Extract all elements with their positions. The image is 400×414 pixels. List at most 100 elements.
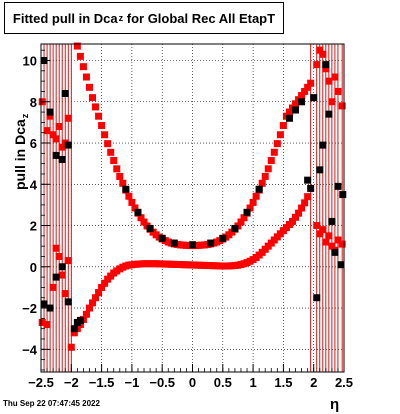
data-point — [64, 257, 72, 265]
x-tick-label: −2.5 — [28, 375, 54, 390]
data-point — [328, 217, 336, 225]
data-point — [52, 273, 60, 281]
data-point — [322, 61, 330, 69]
data-point — [319, 226, 327, 234]
data-point — [319, 141, 327, 149]
data-point — [237, 218, 245, 226]
y-tick-label: −2 — [22, 301, 37, 316]
chart-title: Fitted pull in Dca z for Global Rec All E… — [4, 2, 284, 34]
data-point — [101, 131, 109, 139]
data-point — [292, 100, 300, 108]
data-point — [304, 193, 312, 201]
data-point — [82, 310, 90, 318]
data-point — [298, 204, 306, 212]
data-point — [334, 236, 342, 244]
data-point — [58, 263, 66, 271]
data-point — [55, 252, 63, 260]
data-point — [316, 230, 324, 238]
data-point — [113, 165, 121, 173]
data-point — [313, 294, 321, 302]
data-point — [334, 182, 342, 190]
data-point — [128, 198, 136, 206]
chart-title-rest: for Global Rec All EtapT — [123, 10, 276, 26]
data-point — [316, 166, 324, 174]
data-point — [249, 198, 257, 206]
data-point — [40, 300, 48, 308]
data-point — [288, 217, 296, 225]
x-tick-label: −2 — [64, 375, 79, 390]
x-tick-label: −1 — [124, 375, 139, 390]
data-point — [307, 79, 315, 87]
data-point — [219, 234, 227, 242]
data-point — [243, 208, 251, 216]
data-point — [58, 271, 66, 279]
data-point — [95, 289, 103, 297]
data-point — [298, 98, 306, 106]
data-point — [292, 106, 300, 114]
data-point — [46, 112, 54, 120]
data-point — [264, 165, 272, 173]
data-point — [116, 172, 124, 180]
data-point — [119, 179, 127, 187]
timestamp: Thu Sep 22 07:47:45 2022 — [3, 399, 100, 408]
data-point — [46, 304, 54, 312]
data-point — [252, 192, 260, 200]
x-tick-label: 0 — [189, 375, 196, 390]
data-point — [334, 87, 342, 95]
y-tick-label: 8 — [30, 95, 37, 110]
data-point — [319, 50, 327, 58]
error-bars — [43, 44, 343, 372]
chart-title-sub: z — [118, 13, 124, 23]
data-point — [310, 94, 318, 102]
data-point — [339, 191, 347, 199]
y-tick-label: −4 — [22, 342, 38, 357]
data-point — [285, 114, 293, 122]
y-tick-label: 4 — [30, 177, 38, 192]
x-tick-label: 0.5 — [214, 375, 232, 390]
y-tick-label: 0 — [30, 260, 37, 275]
data-point — [131, 204, 139, 212]
data-point — [301, 199, 309, 207]
data-point — [298, 92, 306, 100]
data-point — [55, 123, 63, 131]
data-point — [49, 283, 57, 291]
chart-title-text: Fitted pull in Dca — [12, 10, 118, 26]
data-point — [70, 329, 78, 337]
y-tick-label: 2 — [30, 219, 37, 234]
y-axis-label-sub: z — [20, 113, 30, 119]
x-tick-label: 1 — [249, 375, 256, 390]
y-tick-label: 6 — [30, 136, 37, 151]
data-point — [316, 46, 324, 54]
data-point — [137, 214, 145, 222]
data-point — [328, 98, 336, 106]
data-point — [261, 172, 269, 180]
data-point — [273, 140, 281, 148]
data-point — [107, 148, 115, 156]
x-tick-label: 2.5 — [335, 375, 353, 390]
data-point — [189, 241, 196, 249]
x-tick-label: −0.5 — [149, 375, 175, 390]
x-axis-label: η — [330, 396, 340, 413]
data-point — [38, 318, 46, 326]
data-point — [110, 157, 118, 165]
data-point — [270, 148, 278, 156]
data-point — [122, 185, 130, 193]
data-point — [43, 321, 51, 329]
data-point — [92, 103, 100, 111]
data-points — [38, 42, 347, 351]
data-point — [79, 63, 87, 71]
data-point — [64, 298, 72, 306]
data-point — [85, 304, 93, 312]
data-point — [304, 176, 312, 184]
data-point — [267, 157, 275, 165]
data-point — [338, 102, 346, 110]
data-point — [295, 209, 303, 217]
data-point — [328, 242, 336, 250]
data-point — [331, 73, 339, 81]
data-point — [52, 244, 60, 252]
data-point — [67, 343, 75, 351]
data-point — [82, 73, 90, 81]
data-point — [70, 325, 78, 333]
data-point — [49, 131, 57, 139]
